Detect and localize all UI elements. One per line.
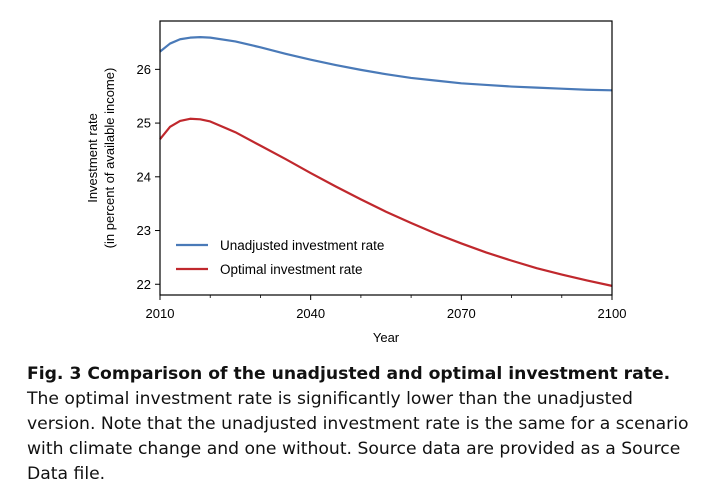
x-tick-label: 2010 — [146, 306, 175, 321]
x-axis-label: Year — [373, 330, 400, 345]
y-axis: 22 23 24 25 26 — [137, 62, 160, 292]
legend-label-2: Optimal investment rate — [220, 262, 363, 277]
y-tick-label: 23 — [137, 223, 151, 238]
line-chart: 2010 2040 2070 2100 22 23 24 25 26 Year Investm… — [85, 20, 627, 345]
y-tick-label: 24 — [137, 169, 151, 184]
series-line-2 — [159, 117, 613, 287]
y-axis-label: Investment rate — [85, 113, 100, 203]
y-tick-label: 26 — [137, 62, 151, 77]
y-tick-label: 25 — [137, 116, 151, 131]
figure-caption: Fig. 3 Comparison of the unadjusted and … — [27, 362, 695, 487]
series-line-1 — [159, 36, 613, 92]
caption-text: The optimal investment rate is significa… — [27, 389, 689, 484]
plot-frame — [159, 20, 613, 296]
x-tick-label: 2040 — [296, 306, 325, 321]
y-axis-label-units: (in percent of available income) — [102, 68, 117, 249]
legend: Unadjusted investment rate Optimal invest… — [176, 238, 384, 277]
plot-lines — [159, 36, 613, 287]
caption-title: Fig. 3 Comparison of the unadjusted and … — [27, 364, 671, 384]
y-tick-label: 22 — [137, 277, 151, 292]
x-tick-label: 2100 — [598, 306, 627, 321]
x-tick-label: 2070 — [447, 306, 476, 321]
x-axis: 2010 2040 2070 2100 — [146, 295, 627, 321]
legend-label-1: Unadjusted investment rate — [220, 238, 384, 253]
